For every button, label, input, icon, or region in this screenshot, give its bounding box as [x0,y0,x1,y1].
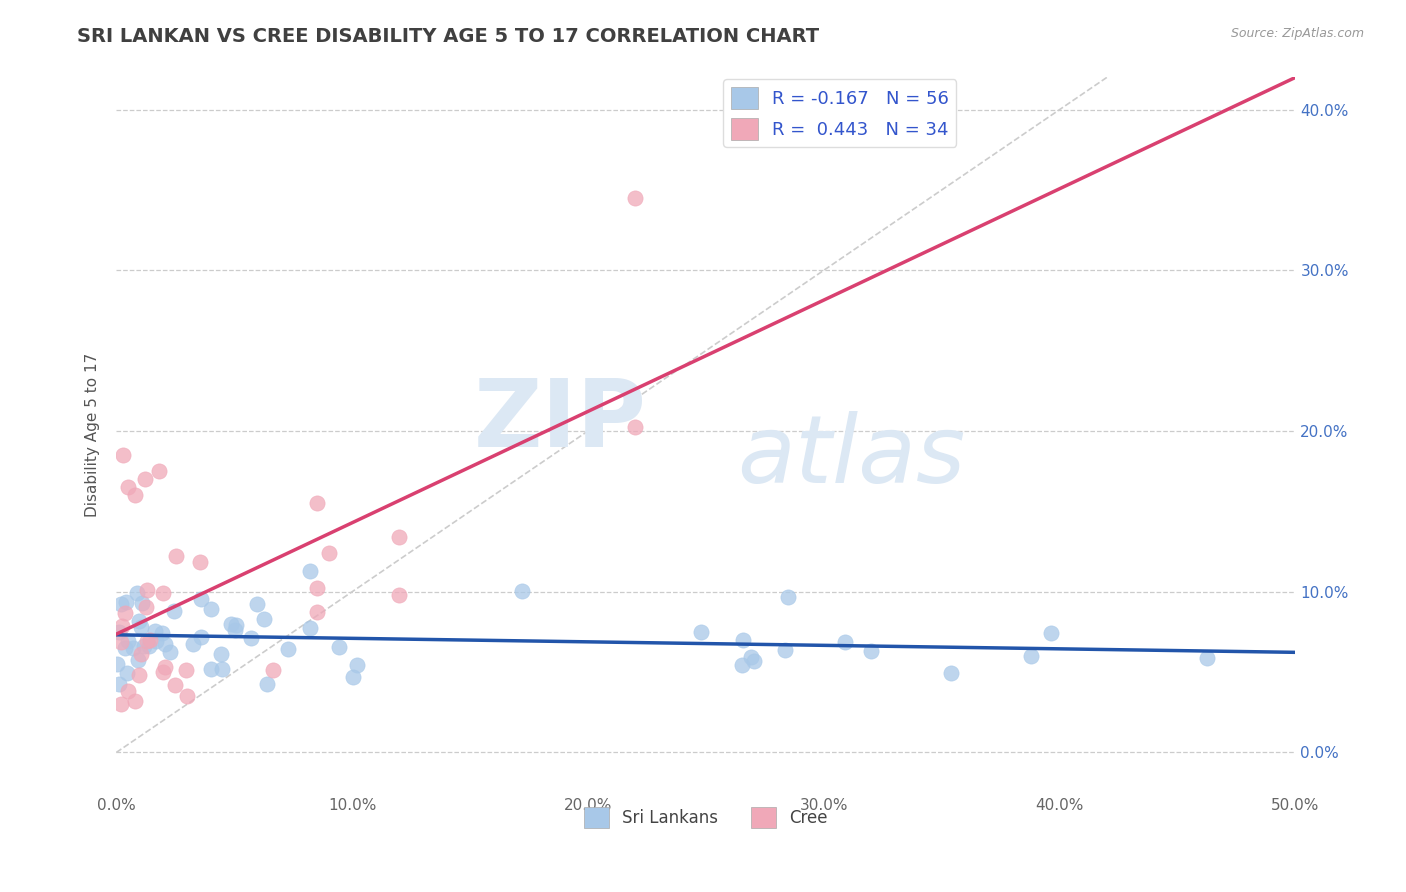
Point [305,581,328,595]
Point [145,624,167,638]
Point [690,625,713,640]
Point [388,588,411,602]
Point [181,637,204,651]
Point [114,606,136,620]
Point [190,591,212,606]
Text: Source: ZipAtlas.com: Source: ZipAtlas.com [1230,27,1364,40]
Point [624,420,647,434]
Point [165,549,187,563]
Point [117,480,139,494]
Point [1197,651,1219,665]
Point [176,690,198,704]
Point [159,645,181,659]
Point [134,472,156,486]
Point [150,626,173,640]
Point [131,596,153,610]
Point [110,698,132,712]
Point [834,634,856,648]
Point [733,632,755,647]
Point [200,601,222,615]
Point [318,546,340,560]
Point [1019,648,1042,663]
Point [125,585,148,599]
Text: SRI LANKAN VS CREE DISABILITY AGE 5 TO 17 CORRELATION CHART: SRI LANKAN VS CREE DISABILITY AGE 5 TO 1… [77,27,820,45]
Point [134,639,156,653]
Point [305,605,328,619]
Point [773,643,796,657]
Point [107,677,129,691]
Point [624,191,647,205]
Point [277,641,299,656]
Point [110,597,132,611]
Point [305,496,328,510]
Point [939,666,962,681]
Point [224,624,246,638]
Point [1040,626,1063,640]
Point [253,612,276,626]
Text: atlas: atlas [737,411,966,502]
Point [129,620,152,634]
Point [108,624,131,639]
Point [163,604,186,618]
Point [110,635,132,649]
Point [124,488,146,502]
Point [136,633,159,648]
Point [188,555,211,569]
Point [342,670,364,684]
Point [256,677,278,691]
Point [139,632,162,647]
Y-axis label: Disability Age 5 to 17: Disability Age 5 to 17 [86,353,100,517]
Point [299,622,322,636]
Point [145,634,167,648]
Point [176,664,198,678]
Point [225,617,247,632]
Point [740,650,762,665]
Point [209,648,232,662]
Point [221,617,243,632]
Legend: Sri Lankans, Cree: Sri Lankans, Cree [576,801,835,834]
Point [148,464,170,478]
Point [155,637,177,651]
Point [211,662,233,676]
Point [152,665,174,679]
Point [135,599,157,614]
Point [117,634,139,648]
Point [731,658,754,673]
Point [153,660,176,674]
Point [127,653,149,667]
Point [112,448,135,462]
Point [124,694,146,708]
Point [190,630,212,644]
Point [346,657,368,672]
Point [512,583,534,598]
Point [328,640,350,654]
Point [110,619,132,633]
Point [200,662,222,676]
Point [859,644,882,658]
Point [114,595,136,609]
Point [152,586,174,600]
Point [117,684,139,698]
Point [262,663,284,677]
Point [117,666,139,681]
Point [165,678,187,692]
Point [298,564,321,578]
Point [778,590,800,604]
Point [136,583,159,598]
Point [129,647,152,661]
Point [128,614,150,628]
Point [744,654,766,668]
Point [246,597,269,611]
Point [114,640,136,655]
Text: ZIP: ZIP [474,375,647,467]
Point [105,657,128,671]
Point [240,631,263,645]
Point [128,668,150,682]
Point [138,639,160,653]
Point [388,530,411,544]
Point [122,640,145,655]
